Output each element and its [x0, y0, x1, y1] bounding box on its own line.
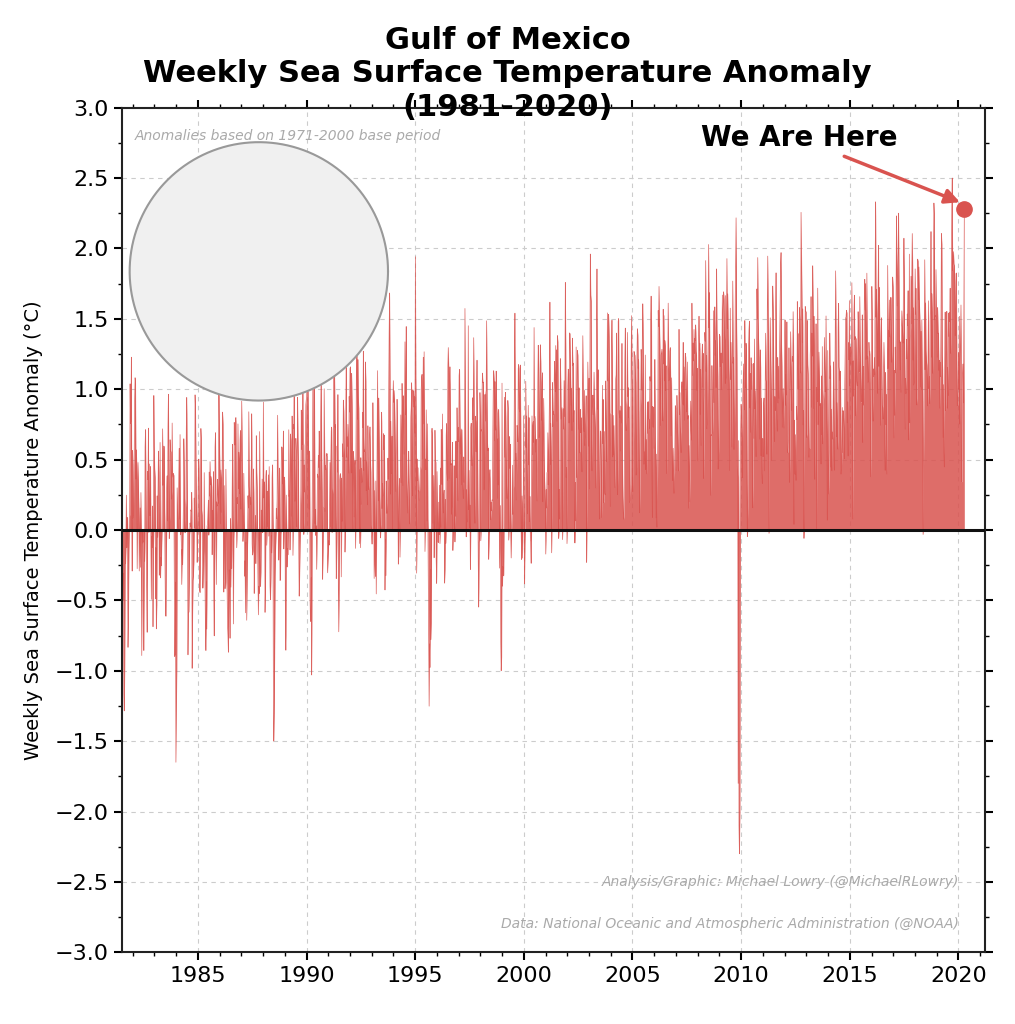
- Polygon shape: [130, 142, 388, 400]
- Text: Anomalies based on 1971-2000 base period: Anomalies based on 1971-2000 base period: [135, 129, 441, 142]
- Text: Data: National Oceanic and Atmospheric Administration (@NOAA): Data: National Oceanic and Atmospheric A…: [500, 918, 958, 931]
- Text: Gulf of Mexico: Gulf of Mexico: [385, 26, 630, 54]
- Text: (1981-2020): (1981-2020): [402, 93, 613, 122]
- Text: We Are Here: We Are Here: [701, 125, 956, 202]
- Y-axis label: Weekly Sea Surface Temperature Anomaly (°C): Weekly Sea Surface Temperature Anomaly (…: [24, 300, 44, 760]
- Text: Analysis/Graphic: Michael Lowry (@MichaelRLowry): Analysis/Graphic: Michael Lowry (@Michae…: [601, 874, 958, 889]
- Text: Weekly Sea Surface Temperature Anomaly: Weekly Sea Surface Temperature Anomaly: [143, 59, 872, 88]
